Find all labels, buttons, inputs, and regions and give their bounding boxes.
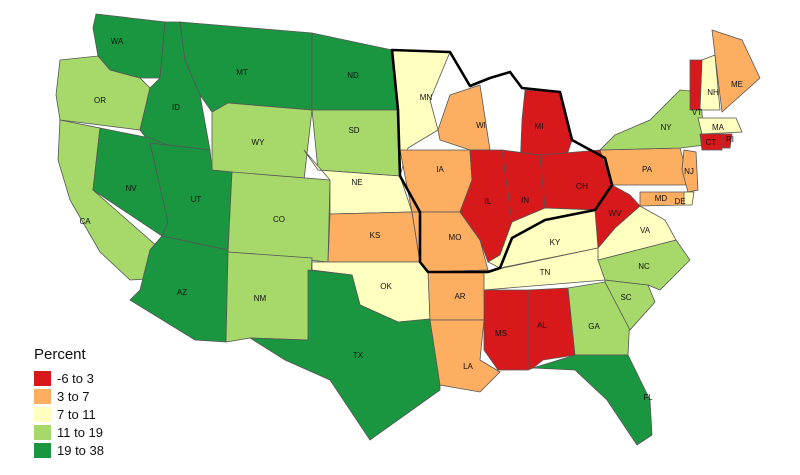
- state-label-sd: SD: [348, 126, 359, 135]
- state-label-nv: NV: [125, 184, 137, 193]
- legend-label: -6 to 3: [57, 370, 94, 386]
- legend-item: 3 to 7: [34, 387, 104, 405]
- state-wy: [211, 102, 313, 181]
- state-label-il: IL: [485, 197, 492, 206]
- state-label-ms: MS: [495, 329, 507, 338]
- legend-item: 11 to 19: [34, 423, 104, 441]
- state-ma: [697, 117, 743, 135]
- state-label-az: AZ: [177, 288, 187, 297]
- state-ri: [721, 133, 733, 149]
- legend-title: Percent: [34, 346, 86, 363]
- state-label-mi: MI: [535, 122, 544, 131]
- state-ms: [483, 289, 529, 371]
- state-label-ca: CA: [79, 217, 91, 226]
- legend-swatch: [34, 388, 51, 404]
- state-label-id: ID: [172, 103, 180, 112]
- state-label-tx: TX: [353, 351, 364, 360]
- state-label-nc: NC: [638, 262, 650, 271]
- state-ny: [599, 89, 706, 151]
- state-label-pa: PA: [642, 165, 653, 174]
- state-label-mn: MN: [420, 93, 433, 102]
- state-label-wa: WA: [111, 37, 124, 46]
- state-label-va: VA: [640, 226, 651, 235]
- state-label-ga: GA: [588, 322, 600, 331]
- state-label-nh: NH: [707, 88, 719, 97]
- legend-item: -6 to 3: [34, 369, 104, 387]
- state-label-nm: NM: [254, 294, 267, 303]
- state-label-wv: WV: [609, 209, 623, 218]
- state-ia: [399, 149, 473, 213]
- state-nj: [681, 149, 699, 193]
- state-label-sc: SC: [620, 293, 631, 302]
- state-label-wy: WY: [252, 138, 266, 147]
- state-label-or: OR: [94, 96, 106, 105]
- state-label-al: AL: [537, 321, 547, 330]
- legend-label: 19 to 38: [57, 442, 104, 458]
- legend-swatch: [34, 424, 51, 440]
- state-label-ok: OK: [380, 282, 392, 291]
- legend: Percent -6 to 3 3 to 7 7 to 11 11 to 19 …: [34, 346, 104, 459]
- state-sd: [311, 109, 401, 177]
- state-label-co: CO: [273, 215, 285, 224]
- legend-label: 7 to 11: [57, 406, 96, 422]
- state-fl: [532, 354, 653, 446]
- legend-swatch: [34, 370, 51, 386]
- state-label-oh: OH: [576, 182, 588, 191]
- state-nh: [699, 54, 721, 111]
- state-ct: [699, 133, 723, 151]
- state-label-fl: FL: [643, 393, 653, 402]
- legend-swatch: [34, 442, 51, 458]
- state-label-nd: ND: [347, 71, 359, 80]
- legend-swatch: [34, 406, 51, 422]
- state-label-mt: MT: [236, 68, 248, 77]
- state-nm: [225, 251, 313, 343]
- state-wi: [437, 84, 491, 151]
- state-label-de: DE: [674, 197, 685, 206]
- state-label-md: MD: [655, 194, 668, 203]
- state-me: [711, 29, 761, 113]
- state-tx: [248, 269, 441, 441]
- legend-label: 3 to 7: [57, 388, 90, 404]
- state-label-ma: MA: [712, 123, 725, 132]
- legend-item: 19 to 38: [34, 441, 104, 459]
- state-label-mo: MO: [449, 233, 462, 242]
- state-label-ny: NY: [660, 123, 672, 132]
- state-label-me: ME: [731, 80, 743, 89]
- state-label-ky: KY: [550, 238, 561, 247]
- state-label-ct: CT: [706, 138, 717, 147]
- state-label-ut: UT: [191, 195, 202, 204]
- state-label-wi: WI: [476, 121, 486, 130]
- state-de: [683, 191, 695, 206]
- state-label-ri: RI: [726, 135, 734, 144]
- state-label-ks: KS: [370, 231, 381, 240]
- state-label-ia: IA: [436, 165, 444, 174]
- legend-label: 11 to 19: [57, 424, 104, 440]
- state-label-la: LA: [463, 362, 473, 371]
- state-label-ne: NE: [351, 178, 362, 187]
- region-outline: [390, 48, 614, 274]
- state-label-vt: VT: [692, 108, 702, 117]
- state-label-in: IN: [521, 196, 529, 205]
- legend-item: 7 to 11: [34, 405, 104, 423]
- state-label-nj: NJ: [684, 167, 694, 176]
- state-label-tn: TN: [540, 268, 551, 277]
- state-label-ar: AR: [454, 292, 465, 301]
